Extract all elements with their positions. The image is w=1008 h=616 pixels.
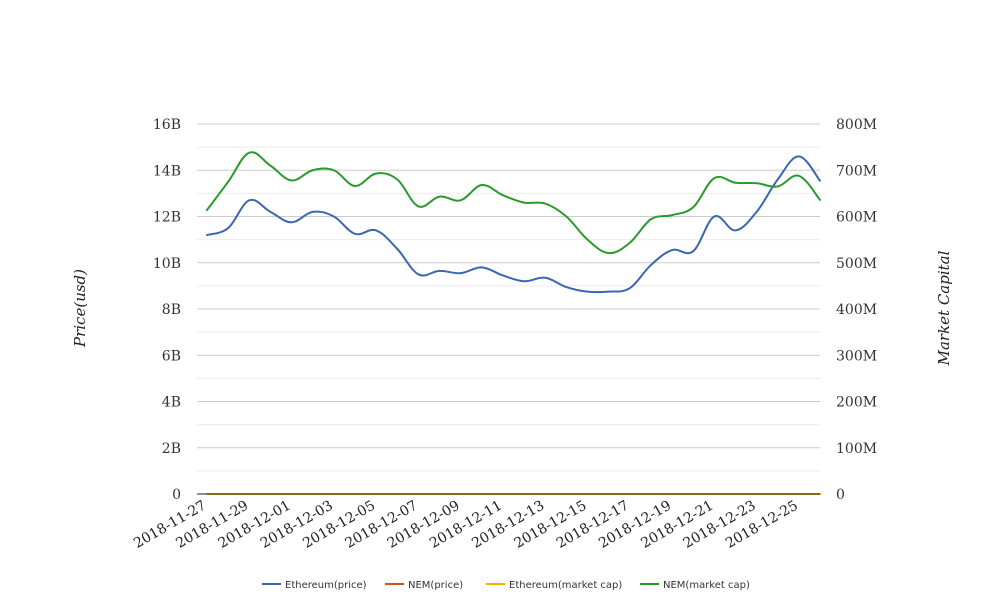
x-axis-ticks: 2018-11-272018-11-292018-12-012018-12-03…: [131, 498, 801, 552]
legend-label: Ethereum(price): [285, 580, 367, 591]
legend-label: NEM(market cap): [663, 580, 750, 591]
grid-lines: [197, 123, 820, 472]
y-tick-label: 10B: [153, 256, 181, 272]
y-tick-label: 0: [172, 487, 181, 503]
y-tick-label: 12B: [153, 210, 181, 226]
y-tick-label: 16B: [153, 117, 181, 133]
legend-label: NEM(price): [408, 580, 463, 591]
y-tick-label: 4B: [162, 395, 181, 411]
y2-tick-label: 100M: [836, 441, 877, 457]
y2-tick-label: 400M: [836, 302, 877, 318]
series-line-ethereum-price: [206, 155, 821, 294]
y-axis-ticks: 0 2B 4B 6B 8B 10B 12B 14B 16B: [153, 117, 181, 503]
y-tick-label: 2B: [162, 441, 181, 457]
series-lines: [206, 151, 821, 495]
y2-tick-label: 600M: [836, 210, 877, 226]
y2-tick-label: 300M: [836, 348, 877, 364]
series-line-nem-market-cap: [206, 151, 821, 255]
y2-tick-label: 0: [836, 487, 845, 503]
legend: Ethereum(price) NEM(price) Ethereum(market…: [262, 580, 750, 591]
y2-tick-label: 200M: [836, 395, 877, 411]
y2-tick-label: 700M: [836, 163, 877, 179]
y-tick-label: 8B: [162, 302, 181, 318]
y-tick-label: 14B: [153, 163, 181, 179]
y-tick-label: 6B: [162, 348, 181, 364]
y2-axis-title: Market Capital: [935, 250, 953, 366]
y2-tick-label: 800M: [836, 117, 877, 133]
y2-tick-label: 500M: [836, 256, 877, 272]
y2-axis-ticks: 0 100M 200M 300M 400M 500M 600M 700M 800M: [836, 117, 877, 503]
y-axis-title: Price(usd): [71, 269, 89, 348]
legend-label: Ethereum(market cap): [509, 580, 622, 591]
